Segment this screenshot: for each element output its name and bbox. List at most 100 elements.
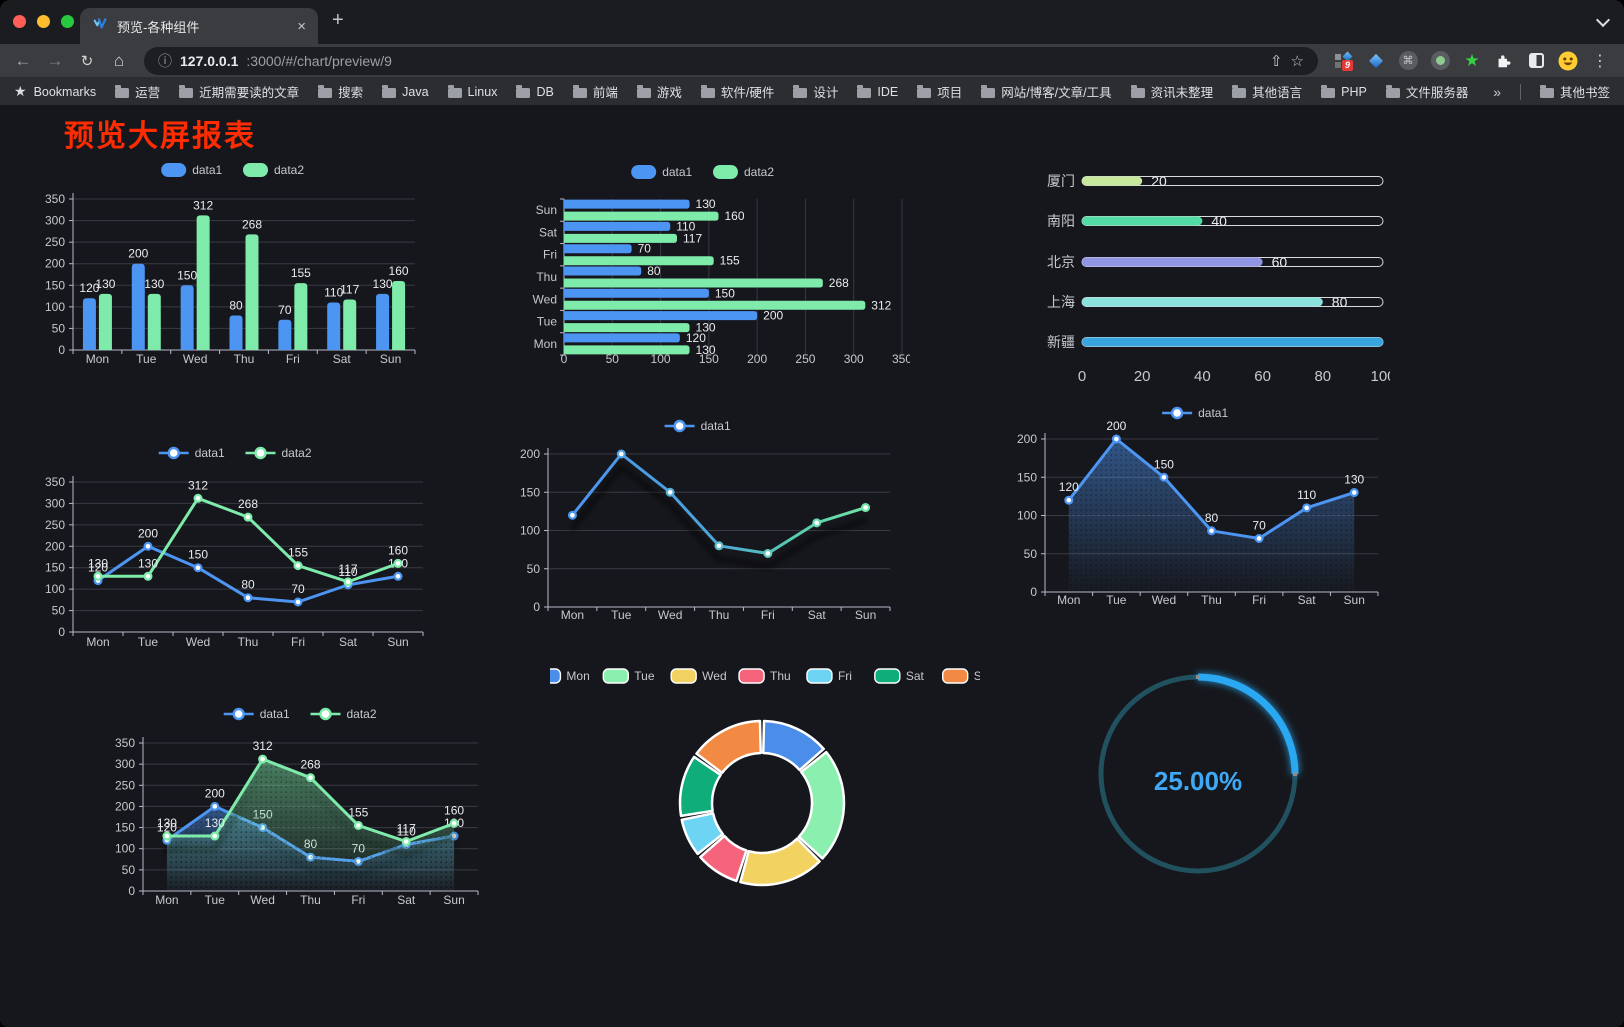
svg-text:130: 130 <box>373 277 393 291</box>
gem-extension-icon[interactable] <box>1366 51 1386 71</box>
svg-text:80: 80 <box>1205 511 1219 525</box>
extensions-area: 9 ⌘ ★ ⋮ <box>1330 51 1614 71</box>
svg-text:Sun: Sun <box>443 893 464 907</box>
bookmark-item[interactable]: 前端 <box>572 82 618 101</box>
bookmark-item[interactable]: 软件/硬件 <box>700 82 774 101</box>
svg-text:0: 0 <box>58 343 65 357</box>
svg-text:130: 130 <box>138 556 158 570</box>
bookmark-item[interactable]: 项目 <box>917 82 962 101</box>
bookmark-star-icon[interactable]: ☆ <box>1290 52 1304 70</box>
record-extension-icon[interactable] <box>1430 51 1450 71</box>
bookmark-item[interactable]: 文件服务器 <box>1385 82 1468 101</box>
svg-text:Wed: Wed <box>533 292 557 306</box>
new-tab-button[interactable]: + <box>332 9 344 31</box>
browser-tab[interactable]: 预览-各种组件 × <box>80 8 318 44</box>
svg-text:Sat: Sat <box>808 608 827 622</box>
svg-text:Sun: Sun <box>536 203 557 217</box>
folder-icon <box>917 84 932 98</box>
progress-bar-chart[interactable]: 厦门20南阳40北京60上海80新疆100020406080100 <box>1000 159 1416 394</box>
gauge-chart[interactable]: 25.00% <box>1080 656 1316 892</box>
grouped-bar-chart[interactable]: data1 data2 0 50 100 150 200 250 300 350 Mon Tue Wed… <box>40 156 430 378</box>
star-extension-icon[interactable]: ★ <box>1464 50 1480 70</box>
svg-text:Sat: Sat <box>906 669 925 683</box>
svg-text:130: 130 <box>696 321 716 335</box>
svg-text:Wed: Wed <box>250 893 274 907</box>
svg-text:150: 150 <box>177 268 197 282</box>
home-icon[interactable]: ⌂ <box>113 50 125 70</box>
tab-close-icon[interactable]: × <box>297 17 306 35</box>
svg-text:250: 250 <box>115 778 135 792</box>
other-bookmarks-item[interactable]: 其他书签 <box>1539 82 1610 101</box>
bookmark-item[interactable]: IDE <box>857 84 898 99</box>
svg-text:200: 200 <box>1106 419 1126 433</box>
bookmark-item[interactable]: 游戏 <box>636 82 682 101</box>
svg-text:312: 312 <box>871 298 891 312</box>
reload-icon[interactable]: ↻ <box>80 52 94 70</box>
svg-text:100: 100 <box>115 842 135 856</box>
bookmark-item[interactable]: PHP <box>1321 84 1367 99</box>
svg-text:160: 160 <box>444 803 464 817</box>
bookmark-item[interactable]: 设计 <box>793 82 838 101</box>
svg-text:Mon: Mon <box>86 352 109 366</box>
horizontal-bar-chart[interactable]: data1 data2 0 50 100 150 200 250 300 350 Mon 120 130… <box>500 156 912 378</box>
minimize-window-button[interactable] <box>37 15 50 28</box>
profile-avatar[interactable] <box>1558 51 1578 71</box>
bookmark-item[interactable]: 近期需要读的文章 <box>179 82 299 101</box>
bookmark-item[interactable]: DB <box>516 84 554 99</box>
bookmarks-manager-item[interactable]: ★ Bookmarks <box>14 83 96 100</box>
area-chart-single[interactable]: data1 0 50 100 150 200 Mon Tue Wed Thu Fri Sat Sun 12… <box>1000 399 1395 619</box>
svg-text:350: 350 <box>45 475 65 489</box>
line-chart-gradient[interactable]: data1 0 50 100 150 200 Mon Tue Wed Thu Fri Sat Sun <box>500 411 900 631</box>
site-info-icon[interactable]: ⓘ <box>158 52 172 69</box>
page-content: 预览大屏报表 data1 data2 0 50 100 150 200 250 300 350 Mo… <box>0 105 1624 1027</box>
bookmark-item[interactable]: 其他语言 <box>1232 82 1302 101</box>
svg-text:70: 70 <box>1252 518 1266 532</box>
svg-text:110: 110 <box>338 565 357 579</box>
folder-icon <box>1539 84 1554 98</box>
close-window-button[interactable] <box>13 15 26 28</box>
browser-toolbar: ← → ↻ ⌂ ⓘ 127.0.0.1 :3000/#/chart/previe… <box>0 44 1624 77</box>
bookmark-item[interactable]: 资讯未整理 <box>1130 82 1213 101</box>
svg-text:200: 200 <box>45 539 65 553</box>
bookmark-item[interactable]: 搜索 <box>318 82 363 101</box>
svg-text:70: 70 <box>638 242 652 256</box>
svg-text:120: 120 <box>1059 480 1079 494</box>
bookmarks-overflow-icon[interactable]: » <box>1493 83 1501 100</box>
svg-text:Tue: Tue <box>611 608 632 622</box>
svg-text:新疆: 新疆 <box>1047 334 1075 350</box>
svg-text:120: 120 <box>79 281 99 295</box>
svg-text:150: 150 <box>715 286 735 300</box>
area-chart-two-series[interactable]: data1 data2 0 50 100 150 200 250 300 350 Mon Tue Wed… <box>105 701 500 918</box>
share-icon[interactable]: ⇧ <box>1269 52 1283 70</box>
svg-text:北京: 北京 <box>1047 254 1075 270</box>
bookmark-item[interactable]: 运营 <box>115 82 160 101</box>
line-chart-two-series[interactable]: data1 data2 0 50 100 150 200 250 300 350 Mon Tue Wed… <box>40 439 435 661</box>
svg-text:Tue: Tue <box>136 352 157 366</box>
svg-text:100: 100 <box>1017 509 1037 523</box>
svg-text:250: 250 <box>45 235 65 249</box>
menu-dots-icon[interactable]: ⋮ <box>1592 52 1608 70</box>
back-icon[interactable]: ← <box>14 50 32 70</box>
svg-text:50: 50 <box>122 863 136 877</box>
bookmark-item[interactable]: Java <box>382 84 429 99</box>
tab-search-chevron-icon[interactable] <box>1595 12 1611 28</box>
folder-icon <box>318 84 333 98</box>
bookmark-item[interactable]: Linux <box>447 84 497 99</box>
donut-pie-chart[interactable]: Mon Tue Wed Thu Fri Sat Sun <box>534 661 995 903</box>
forward-icon[interactable]: → <box>46 50 64 70</box>
svg-text:120: 120 <box>157 820 177 834</box>
svg-text:Sun: Sun <box>387 635 408 649</box>
svg-text:130: 130 <box>1344 473 1364 487</box>
svg-text:150: 150 <box>699 352 719 366</box>
bookmark-item[interactable]: 网站/博客/文章/工具 <box>981 82 1112 101</box>
svg-text:350: 350 <box>115 736 135 750</box>
svg-text:南阳: 南阳 <box>1047 213 1075 229</box>
svg-text:Thu: Thu <box>1201 593 1222 607</box>
command-extension-icon[interactable]: ⌘ <box>1398 51 1418 71</box>
zoom-window-button[interactable] <box>61 15 74 28</box>
apps-grid-extension-icon[interactable]: 9 <box>1334 51 1354 71</box>
svg-text:150: 150 <box>1154 457 1174 471</box>
contrast-extension-icon[interactable] <box>1526 51 1546 71</box>
extensions-puzzle-icon[interactable] <box>1494 51 1514 71</box>
address-bar[interactable]: ⓘ 127.0.0.1 :3000/#/chart/preview/9 ⇧ ☆ <box>144 46 1318 75</box>
